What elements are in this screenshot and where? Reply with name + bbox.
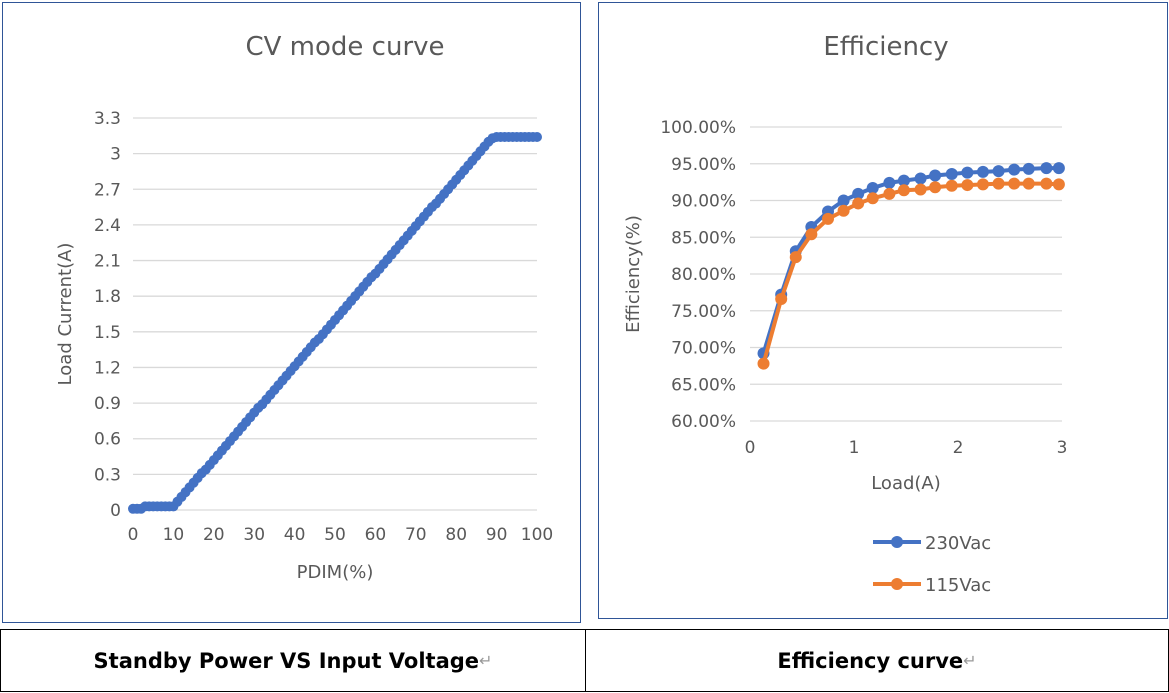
data-point (1052, 162, 1065, 175)
data-point (914, 183, 927, 196)
y-tick-label: 95.00% (671, 155, 736, 175)
x-axis-label: Load(A) (871, 473, 941, 494)
data-point (1022, 177, 1035, 190)
data-point (805, 228, 818, 241)
data-point (929, 181, 942, 194)
efficiency-chart: Efficiency 60.00% 65.00% 70.00% 75.00% 80.00%… (598, 2, 1168, 619)
data-point (992, 165, 1005, 178)
data-point (866, 192, 879, 205)
y-tick-label: 85.00% (671, 228, 736, 248)
x-tick-label: 3 (1057, 438, 1068, 458)
y-tick-label: 100.00% (660, 118, 736, 138)
caption-row: Standby Power VS Input Voltage ↵ Efficien… (0, 629, 1169, 692)
y-tick-label: 1.5 (94, 323, 121, 343)
cv-mode-chart: CV mode curve 0 0.3 0.6 0.9 1.2 1.5 1.8 2.1 2.4 2.… (2, 2, 581, 623)
x-tick-label: 90 (486, 525, 508, 545)
caption-left: Standby Power VS Input Voltage ↵ (1, 630, 586, 691)
x-tick-label: 80 (445, 525, 467, 545)
data-point (976, 165, 989, 178)
x-tick-label: 10 (163, 525, 185, 545)
data-point (929, 169, 942, 182)
y-tick-label: 1.2 (94, 358, 121, 378)
caption-right-text: Efficiency curve (777, 648, 964, 673)
data-point (1052, 178, 1065, 191)
paragraph-mark-icon: ↵ (479, 651, 493, 670)
data-point (852, 197, 865, 210)
data-point (866, 182, 879, 195)
x-tick-label: 70 (405, 525, 427, 545)
y-tick-label: 0.3 (94, 465, 121, 485)
data-point (897, 174, 910, 187)
x-tick-label: 2 (953, 438, 964, 458)
data-point (961, 179, 974, 192)
y-tick-label: 75.00% (671, 302, 736, 322)
x-tick-label: 100 (521, 525, 553, 545)
data-point (852, 187, 865, 200)
y-tick-label: 3 (110, 145, 121, 165)
data-point (992, 177, 1005, 190)
y-tick-label: 70.00% (671, 339, 736, 359)
legend-marker (891, 578, 903, 590)
data-point (1040, 162, 1053, 175)
y-tick-label: 65.00% (671, 375, 736, 395)
data-point (532, 132, 542, 143)
data-point (914, 172, 927, 185)
y-tick-label: 2.1 (94, 252, 121, 272)
x-tick-label: 0 (128, 525, 139, 545)
data-point (897, 184, 910, 197)
data-point (1040, 177, 1053, 190)
data-point (837, 194, 850, 207)
data-point (883, 187, 896, 200)
data-point (976, 178, 989, 191)
y-tick-label: 2.7 (94, 180, 121, 200)
data-point (757, 357, 770, 370)
x-tick-label: 30 (243, 525, 265, 545)
y-tick-label: 0.6 (94, 430, 121, 450)
y-tick-label: 2.4 (94, 216, 121, 236)
data-point (1022, 162, 1035, 175)
caption-left-text: Standby Power VS Input Voltage (93, 648, 480, 673)
data-point (1008, 177, 1021, 190)
data-point (883, 176, 896, 189)
y-tick-label: 80.00% (671, 265, 736, 285)
x-tick-label: 0 (745, 438, 756, 458)
y-axis-label: Load Current(A) (55, 243, 76, 386)
y-axis-label: Efficiency(%) (623, 215, 644, 333)
y-tick-label: 1.8 (94, 287, 121, 307)
data-point (822, 212, 834, 225)
legend-marker (891, 536, 903, 548)
x-tick-label: 40 (284, 525, 306, 545)
data-point (837, 204, 850, 217)
x-tick-label: 1 (849, 438, 860, 458)
data-point (961, 166, 974, 179)
data-point (945, 168, 958, 181)
paragraph-mark-icon: ↵ (963, 651, 977, 670)
data-point (775, 292, 788, 305)
y-tick-label: 60.00% (671, 412, 736, 432)
data-point (945, 179, 958, 192)
legend-label: 115Vac (925, 575, 991, 596)
legend-label: 230Vac (925, 533, 991, 554)
x-tick-label: 60 (365, 525, 387, 545)
y-tick-label: 3.3 (94, 109, 121, 129)
series-line (761, 166, 1059, 354)
x-tick-label: 50 (324, 525, 346, 545)
data-point (789, 251, 802, 264)
x-tick-label: 20 (203, 525, 225, 545)
y-tick-label: 0.9 (94, 394, 121, 414)
y-tick-label: 90.00% (671, 192, 736, 212)
y-tick-label: 0 (110, 501, 121, 521)
data-point (1008, 163, 1021, 176)
chart-title: Efficiency (823, 32, 948, 62)
chart-title: CV mode curve (245, 32, 444, 62)
caption-right: Efficiency curve ↵ (586, 630, 1168, 691)
x-axis-label: PDIM(%) (297, 562, 374, 583)
